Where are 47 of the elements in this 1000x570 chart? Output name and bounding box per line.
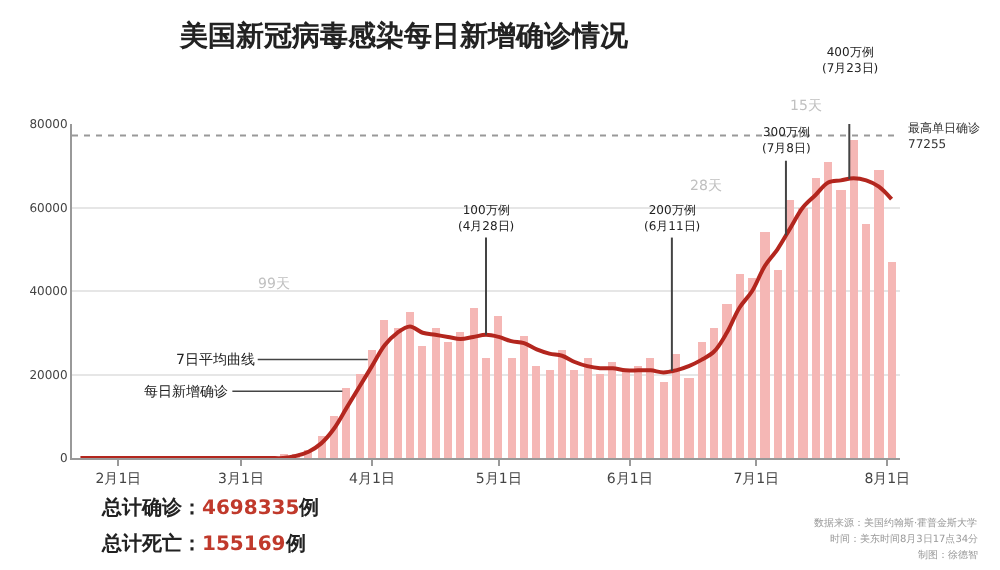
text: 总计确诊：4698335例	[100, 496, 320, 520]
bar	[646, 358, 654, 458]
bar	[394, 328, 402, 458]
bar	[660, 382, 668, 458]
bar	[456, 332, 464, 458]
bar	[836, 190, 846, 458]
bar	[684, 378, 694, 458]
bar	[710, 328, 718, 458]
chart-title: 美国新冠病毒感染每日新增确诊情况	[178, 19, 630, 54]
bar	[608, 362, 616, 458]
bar	[634, 366, 642, 458]
bar	[432, 328, 440, 458]
bar	[546, 370, 554, 458]
bar	[406, 312, 414, 458]
bar	[786, 200, 794, 458]
bar	[736, 274, 744, 458]
bar	[622, 370, 630, 458]
bar	[698, 342, 706, 458]
bar	[520, 336, 528, 458]
bar	[798, 208, 808, 458]
bar	[584, 358, 592, 458]
bar	[482, 358, 490, 458]
bar	[570, 370, 578, 458]
bar	[558, 350, 566, 458]
text: 总计死亡：155169例	[100, 532, 306, 556]
bar	[722, 304, 732, 458]
bar	[356, 374, 364, 458]
bar	[888, 262, 896, 458]
bar	[774, 270, 782, 458]
bar	[532, 366, 540, 458]
bar	[862, 224, 870, 458]
bar	[470, 308, 478, 458]
bar	[444, 342, 452, 458]
bar	[494, 316, 502, 458]
bar	[812, 178, 820, 458]
bar	[874, 170, 884, 458]
bar	[850, 140, 858, 458]
bar	[596, 374, 604, 458]
bar	[760, 232, 770, 458]
bar	[418, 346, 426, 458]
bar	[368, 350, 376, 458]
bar	[748, 278, 756, 458]
bar	[824, 162, 832, 458]
line-series	[78, 176, 894, 458]
bar	[508, 358, 516, 458]
bar	[672, 354, 680, 458]
bar	[380, 320, 388, 458]
